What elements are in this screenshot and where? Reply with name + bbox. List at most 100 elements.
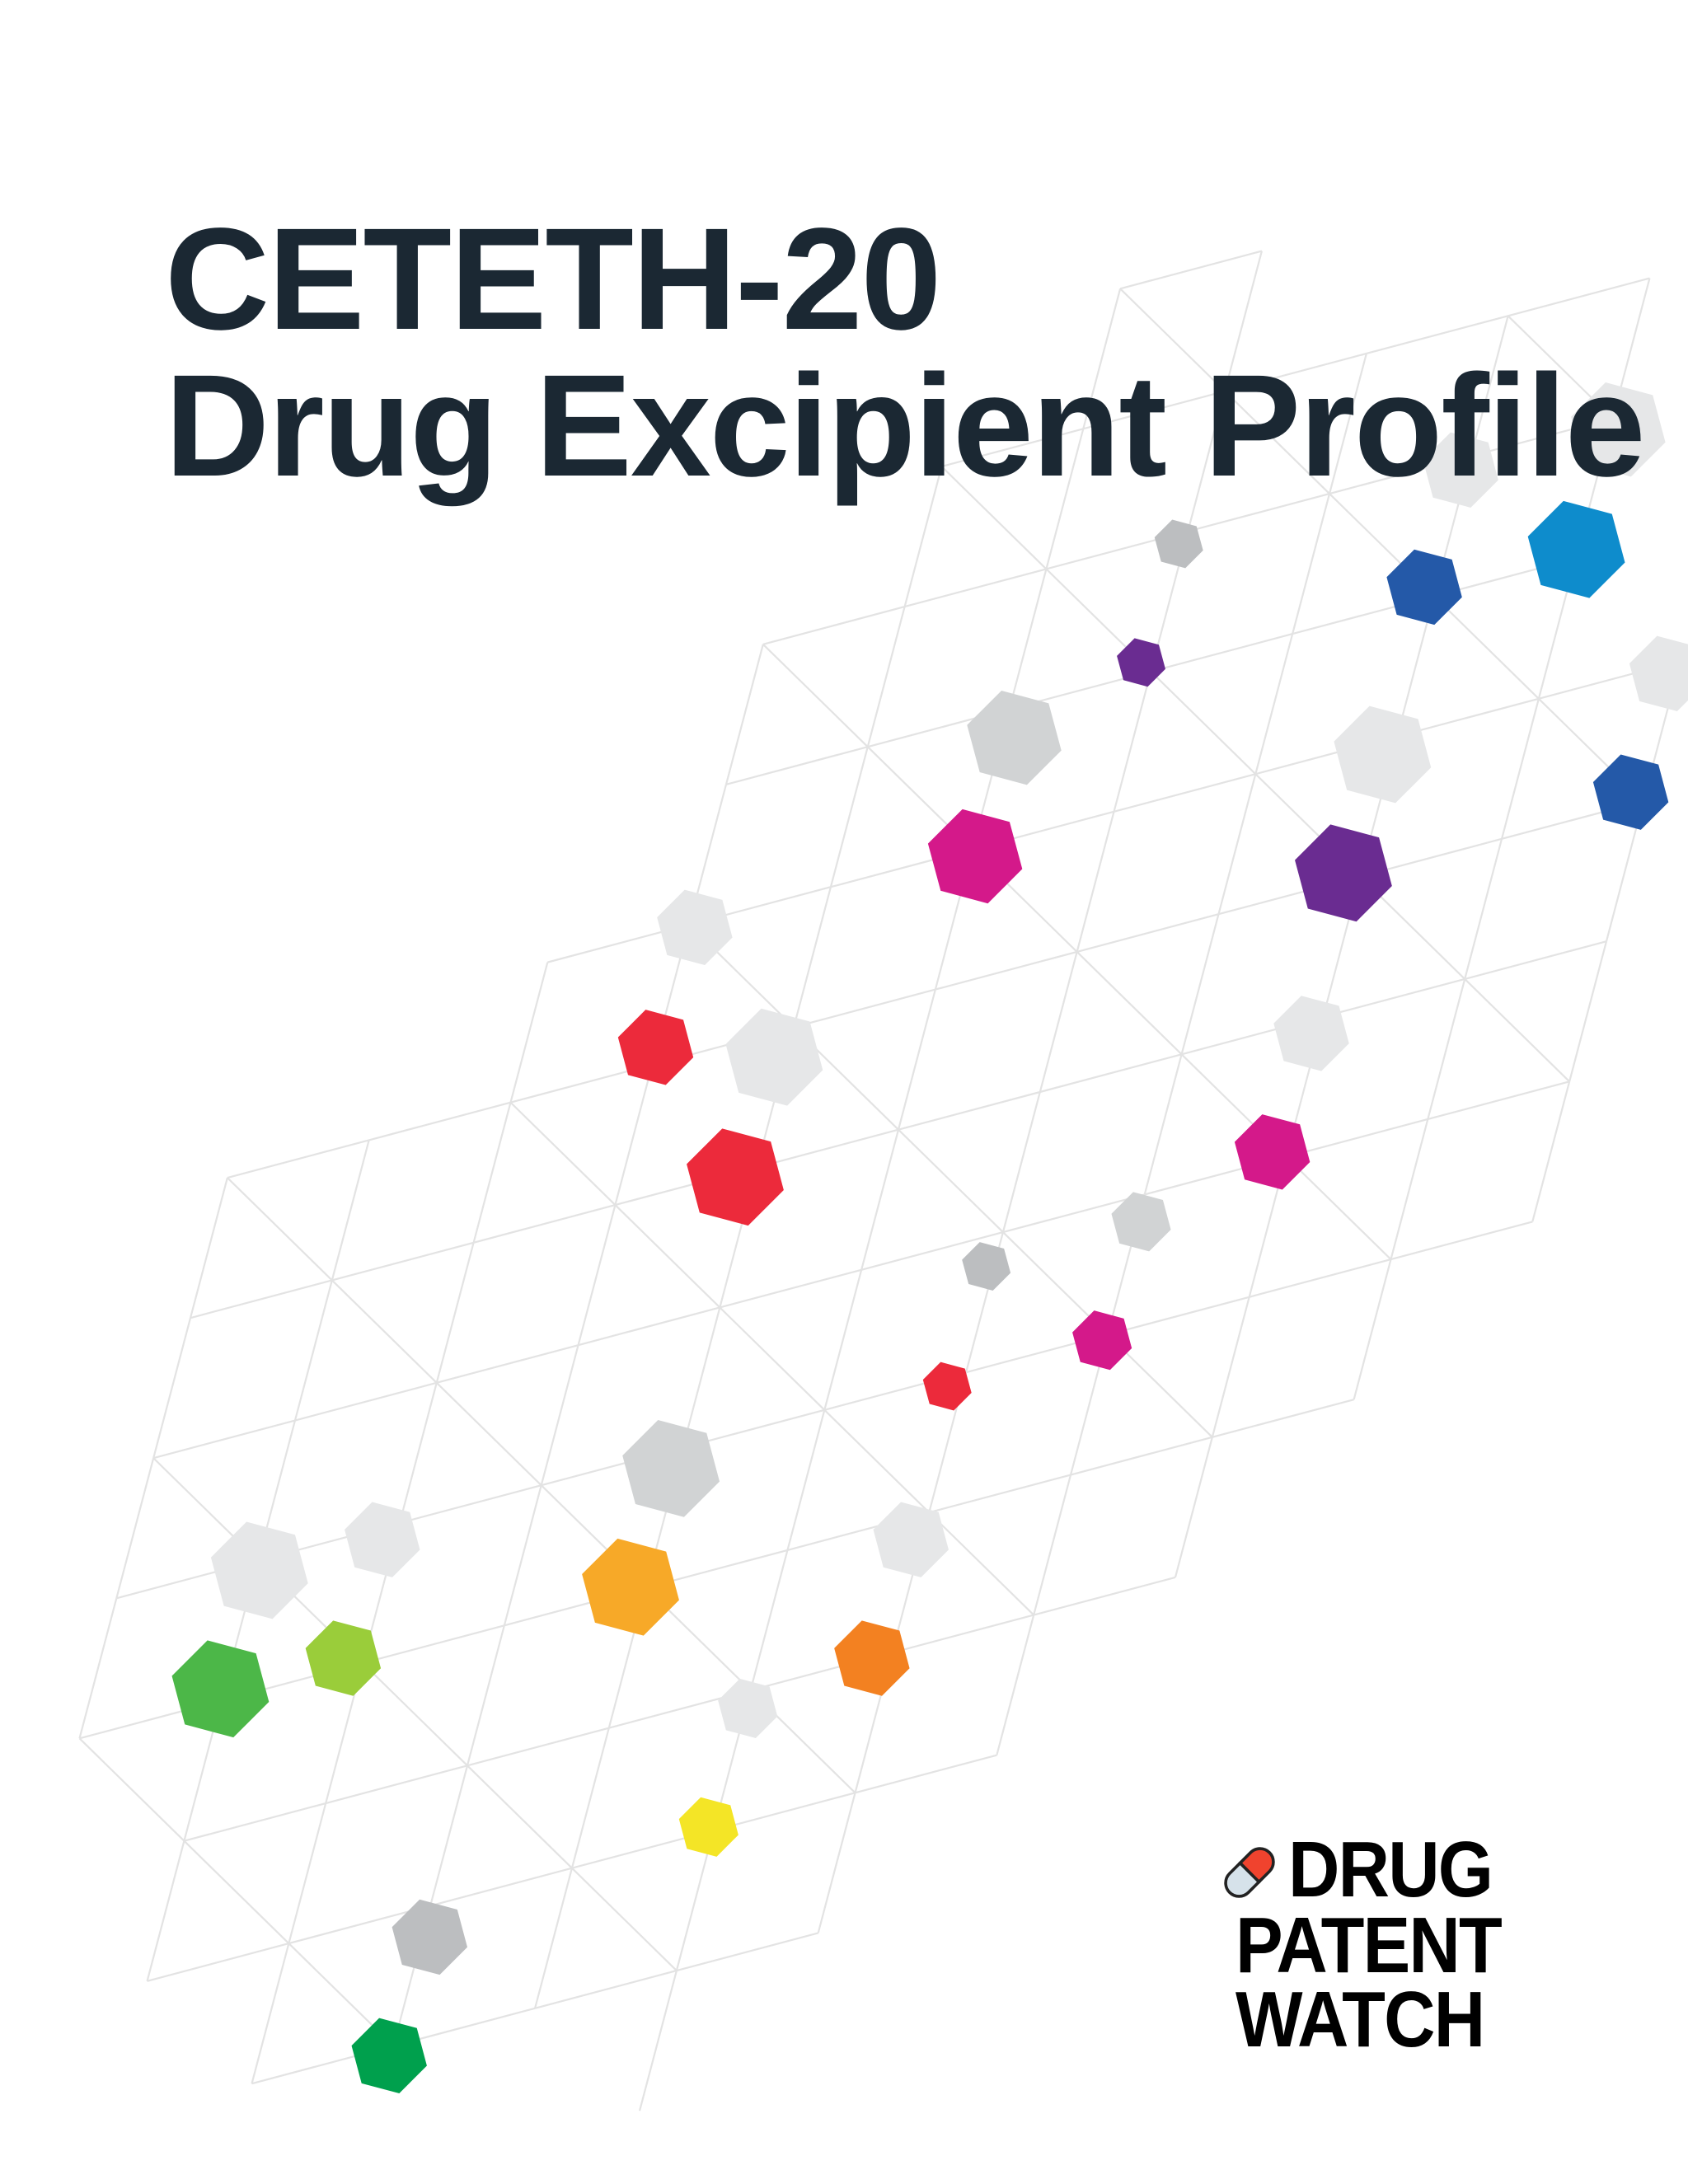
hexagon: [1334, 706, 1431, 804]
lattice-line: [437, 1383, 542, 1485]
lattice-line: [898, 990, 935, 1130]
hexagon: [718, 1679, 777, 1738]
hexagon: [962, 1242, 1010, 1291]
logo-line-2: PATENT: [1236, 1908, 1501, 1984]
lattice-line: [148, 1943, 289, 1981]
lattice-line: [1287, 1157, 1391, 1259]
lattice-line: [1212, 1399, 1354, 1437]
lattice-line: [1569, 941, 1606, 1081]
lattice-line: [726, 747, 868, 785]
lattice-line: [227, 1140, 369, 1178]
lattice-line: [929, 1512, 1034, 1615]
lattice-line: [1077, 812, 1114, 952]
lattice-line: [363, 1663, 467, 1765]
lattice-line: [332, 1280, 437, 1382]
lattice-line: [1250, 1259, 1391, 1297]
lattice-line: [572, 1728, 609, 1868]
lattice-line: [504, 1485, 542, 1625]
lattice-line: [430, 1765, 467, 1905]
lattice-line: [295, 1280, 332, 1420]
hexagon: [1593, 754, 1668, 829]
lattice-line: [79, 1738, 184, 1840]
hexagon: [834, 1620, 909, 1695]
lattice-line: [572, 1868, 677, 1971]
lattice-line: [1114, 672, 1151, 812]
hexagon: [618, 1010, 693, 1085]
lattice-line: [430, 1868, 572, 1906]
lattice-line: [757, 1130, 898, 1168]
lattice-line: [1465, 839, 1502, 979]
logo-line-1: DRUG: [1288, 1832, 1492, 1908]
lattice-line: [153, 1421, 295, 1459]
lattice-line: [295, 1383, 437, 1421]
lattice-line: [1182, 914, 1219, 1054]
hexagon: [1155, 520, 1203, 569]
lattice-line: [720, 1270, 861, 1308]
lattice-line: [818, 1793, 856, 1933]
lattice-line: [831, 747, 868, 887]
lattice-line: [1175, 1437, 1212, 1577]
lattice-line: [400, 1383, 437, 1523]
lattice-line: [640, 1971, 677, 2111]
lattice-line: [751, 1550, 788, 1690]
lattice-line: [79, 1598, 116, 1738]
hexagon: [622, 1420, 720, 1517]
lattice-line: [467, 1765, 572, 1868]
drug-patent-watch-logo: DRUG PATENT WATCH: [1207, 1834, 1521, 2064]
lattice-line: [1465, 979, 1569, 1081]
lattice-line: [1151, 672, 1255, 774]
lattice-line: [252, 1943, 289, 2083]
title-line-2: Drug Excipient Profile: [165, 353, 1644, 499]
lattice-line: [720, 1307, 824, 1409]
lattice-line: [1003, 1092, 1040, 1232]
lattice-line: [1077, 952, 1182, 1054]
hexagon: [923, 1362, 972, 1411]
lattice-line: [1502, 699, 1539, 839]
lattice-line: [437, 1345, 579, 1383]
lattice-line: [1292, 494, 1329, 634]
lattice-line: [116, 1458, 153, 1598]
lattice-line: [892, 1615, 1034, 1653]
lattice-line: [868, 607, 905, 747]
lattice-line: [184, 1841, 288, 1943]
hexagon: [1629, 636, 1688, 711]
hexagon: [582, 1539, 679, 1636]
hexagon: [1528, 501, 1625, 598]
lattice-line: [856, 1755, 997, 1793]
lattice-line: [787, 1410, 824, 1550]
lattice-line: [579, 1205, 616, 1345]
hexagon: [657, 890, 732, 965]
lattice-line: [763, 607, 905, 644]
lattice-line: [363, 1625, 504, 1663]
hexagon: [1072, 1310, 1132, 1370]
lattice-line: [1077, 914, 1219, 952]
lattice-line: [763, 644, 868, 747]
lattice-line: [615, 1205, 720, 1307]
lattice-line: [935, 952, 1077, 990]
lattice-line: [542, 1345, 579, 1485]
lattice-line: [824, 1410, 929, 1512]
lattice-line: [510, 963, 547, 1103]
lattice-line: [535, 1868, 572, 2008]
lattice-line: [1255, 634, 1292, 774]
lattice-line: [1040, 952, 1077, 1092]
lattice-line: [1323, 979, 1465, 1017]
lattice-line: [1434, 596, 1539, 698]
hexagon: [687, 1128, 784, 1226]
lattice-line: [1428, 1081, 1569, 1119]
lattice-line: [467, 1625, 504, 1765]
lattice-line: [579, 1307, 720, 1345]
lattice-line: [1218, 774, 1255, 914]
lattice-line: [1108, 1297, 1250, 1335]
lattice-line: [1151, 634, 1292, 672]
lattice-line: [288, 1803, 326, 1943]
lattice-line: [326, 1765, 467, 1803]
lattice-line: [905, 569, 1047, 607]
lattice-line: [1212, 1297, 1250, 1437]
hexagon: [679, 1797, 738, 1857]
lattice-line: [184, 1803, 326, 1841]
page-title: CETETH-20 Drug Excipient Profile: [165, 206, 1644, 499]
lattice-line: [1428, 979, 1465, 1119]
lattice-line: [535, 1971, 677, 2008]
lattice-line: [1390, 1221, 1532, 1259]
